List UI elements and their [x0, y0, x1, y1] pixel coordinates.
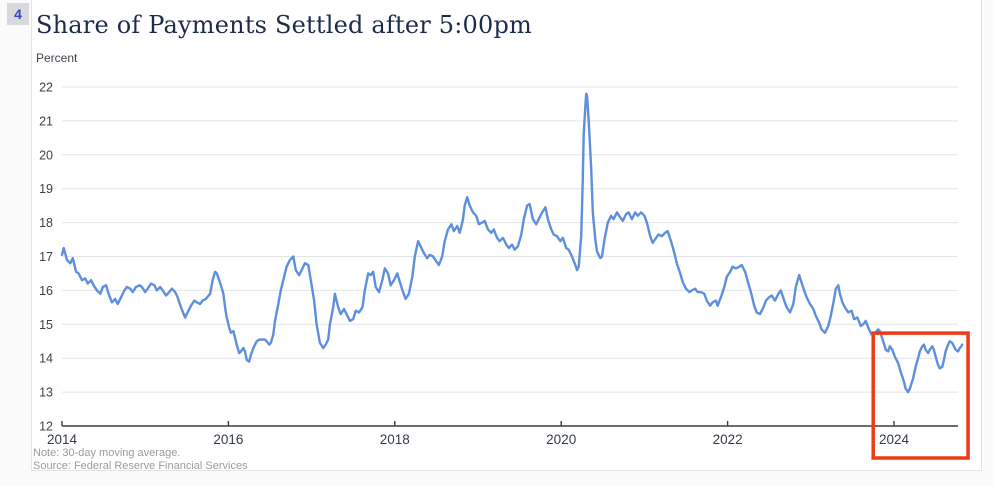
y-tick-label-14: 14 [39, 352, 53, 366]
y-tick-label-16: 16 [39, 284, 53, 298]
x-tick-label-2022: 2022 [713, 432, 743, 447]
x-tick-label-2016: 2016 [213, 432, 243, 447]
x-tick-label-2024: 2024 [879, 432, 910, 447]
y-tick-label-19: 19 [39, 182, 53, 196]
figure-number-badge: 4 [7, 3, 29, 25]
y-tick-label-17: 17 [39, 250, 53, 264]
data-line-share-settled [60, 92, 964, 394]
y-axis-unit-label: Percent [36, 51, 78, 65]
y-tick-label-22: 22 [39, 81, 53, 95]
x-tick-label-2020: 2020 [546, 432, 576, 447]
x-tick-label-2014: 2014 [47, 432, 78, 447]
x-tick-label-2018: 2018 [380, 432, 410, 447]
note-text: Note: 30-day moving average. [33, 447, 181, 459]
chart-title: Share of Payments Settled after 5:00pm [36, 11, 532, 39]
y-tick-label-12: 12 [39, 420, 53, 434]
y-tick-label-18: 18 [39, 216, 53, 230]
source-text: Source: Federal Reserve Financial Servic… [33, 460, 248, 472]
y-tick-label-21: 21 [39, 114, 53, 128]
y-tick-label-20: 20 [39, 148, 53, 162]
highlight-box-2024 [871, 331, 970, 460]
y-tick-label-13: 13 [39, 386, 53, 400]
y-tick-label-15: 15 [39, 318, 53, 332]
